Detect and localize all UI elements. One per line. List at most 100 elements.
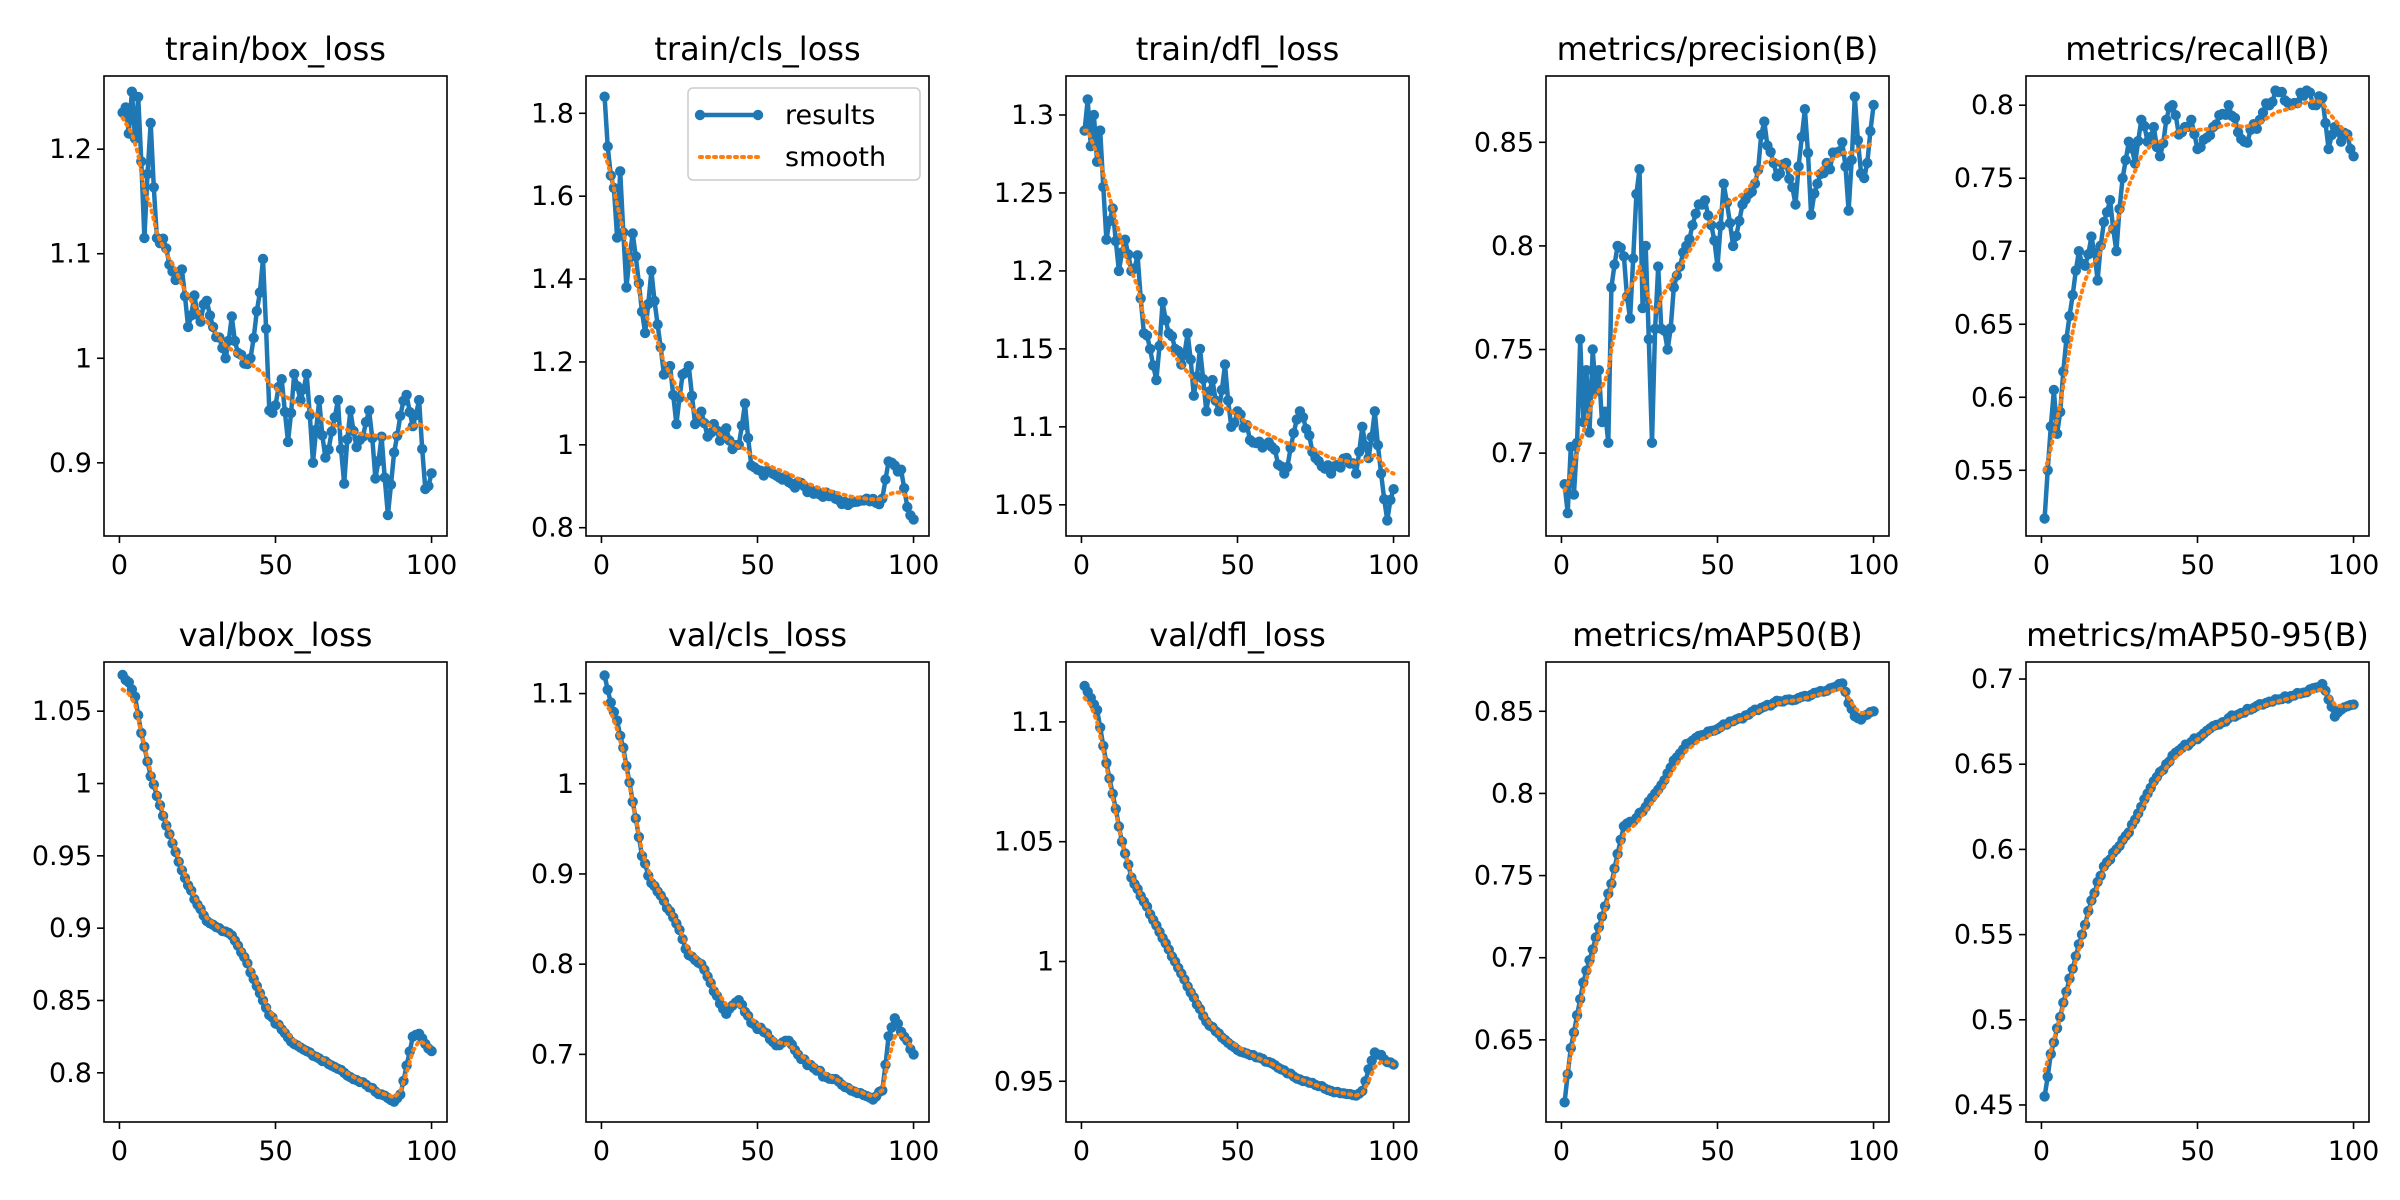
results-point xyxy=(1201,406,1212,417)
smooth-line xyxy=(602,700,916,1099)
results-point xyxy=(417,443,428,455)
results-point xyxy=(1581,365,1592,376)
subplot-2: train/dfl_loss 0 50 100 1.05 1.1 1.15 1.2 1.25 1.… xyxy=(994,30,1419,581)
subplot-5: val/box_loss 0 50 100 0.8 0.85 0.9 0.95 1 1.05 xyxy=(32,616,457,1167)
y-tick-label: 0.6 xyxy=(1971,834,2014,865)
results-point xyxy=(721,423,732,434)
results-point xyxy=(649,295,660,307)
results-point xyxy=(1690,208,1701,219)
results-point xyxy=(1662,344,1673,355)
results-point xyxy=(1774,168,1786,179)
y-tick-label: 0.9 xyxy=(531,859,574,890)
x-tick-label: 100 xyxy=(1848,1136,1900,1167)
results-point xyxy=(1360,440,1371,452)
results-point xyxy=(602,684,613,695)
results-point xyxy=(401,389,412,401)
results-point xyxy=(1385,494,1396,506)
results-point xyxy=(1796,131,1808,143)
results-point xyxy=(602,141,613,152)
results-point xyxy=(1852,135,1864,146)
results-point xyxy=(1095,125,1106,136)
results-point xyxy=(1148,360,1159,371)
y-tick-label: 0.8 xyxy=(1491,231,1534,262)
results-point xyxy=(142,168,153,180)
results-point xyxy=(1628,253,1639,264)
results-point xyxy=(282,436,294,448)
results-point xyxy=(395,410,406,421)
y-tick-label: 1.6 xyxy=(531,181,574,212)
results-point xyxy=(285,407,297,419)
plot-area xyxy=(1559,678,1879,1108)
results-point xyxy=(1382,515,1393,526)
results-point xyxy=(298,384,309,395)
x-tick-label: 100 xyxy=(2328,1136,2380,1167)
y-tick-label: 0.7 xyxy=(1971,664,2014,695)
results-point xyxy=(1575,334,1586,345)
results-point xyxy=(892,1018,904,1029)
results-point xyxy=(395,1089,406,1100)
results-point xyxy=(621,282,632,293)
results-point xyxy=(1802,147,1814,159)
results-point xyxy=(385,479,397,490)
results-point xyxy=(2126,143,2138,154)
results-point xyxy=(1304,430,1315,441)
results-point xyxy=(345,405,356,416)
subplot-4: metrics/recall(B) 0 50 100 0.55 0.6 0.65 0.7 0.7… xyxy=(1954,30,2379,581)
x-tick-label: 100 xyxy=(888,1136,940,1167)
results-point xyxy=(2067,289,2078,301)
results-point xyxy=(2111,246,2122,257)
results-point xyxy=(2242,137,2253,148)
results-point xyxy=(2104,194,2116,206)
y-tick-label: 0.65 xyxy=(1954,309,2014,340)
results-point xyxy=(1372,440,1384,451)
results-point xyxy=(254,287,266,298)
y-tick-label: 0.6 xyxy=(1971,382,2014,413)
results-point xyxy=(1188,390,1200,401)
results-point xyxy=(2039,513,2050,524)
results-point xyxy=(615,166,626,177)
results-point xyxy=(683,360,694,372)
results-point xyxy=(1765,146,1776,158)
results-point xyxy=(1288,427,1299,439)
results-point xyxy=(373,455,384,467)
results-point xyxy=(2101,207,2113,218)
y-tick-label: 0.5 xyxy=(1971,1005,2014,1036)
results-point xyxy=(201,295,212,306)
results-point xyxy=(157,233,169,244)
y-tick-label: 1.8 xyxy=(531,98,574,129)
results-point xyxy=(1593,365,1605,376)
x-tick-label: 50 xyxy=(1700,1136,1734,1167)
y-tick-label: 0.55 xyxy=(1954,920,2014,951)
results-point xyxy=(1160,314,1171,326)
results-point xyxy=(1104,215,1115,227)
results-point xyxy=(1207,374,1218,386)
plot-area xyxy=(117,86,437,521)
results-point xyxy=(1157,296,1168,308)
results-point xyxy=(2139,120,2150,132)
results-point xyxy=(1369,406,1381,417)
results-point xyxy=(1222,395,1234,406)
results-point xyxy=(251,306,262,317)
smooth-line xyxy=(120,687,434,1100)
results-point xyxy=(1715,220,1726,231)
y-tick-label: 0.7 xyxy=(1491,943,1534,974)
x-tick-label: 0 xyxy=(593,1136,610,1167)
subplot-title: val/dfl_loss xyxy=(1149,616,1326,654)
subplot-1: train/cls_loss 0 50 100 0.8 1 1.2 1.4 1.6 1.8 resu… xyxy=(531,30,939,581)
results-point xyxy=(652,319,663,330)
results-point xyxy=(736,420,748,431)
results-point xyxy=(880,474,891,485)
results-point xyxy=(1584,427,1595,438)
results-point xyxy=(120,102,131,113)
y-tick-label: 0.75 xyxy=(1954,163,2014,194)
y-tick-label: 0.75 xyxy=(1474,335,1534,366)
axes-frame xyxy=(2025,661,2370,1123)
results-point xyxy=(1088,109,1100,121)
results-point xyxy=(301,368,312,380)
y-tick-label: 1.1 xyxy=(1011,707,1054,738)
results-point xyxy=(342,434,353,445)
results-line xyxy=(120,89,434,518)
results-point xyxy=(908,1049,919,1060)
results-point xyxy=(295,394,306,406)
results-point xyxy=(317,430,328,441)
